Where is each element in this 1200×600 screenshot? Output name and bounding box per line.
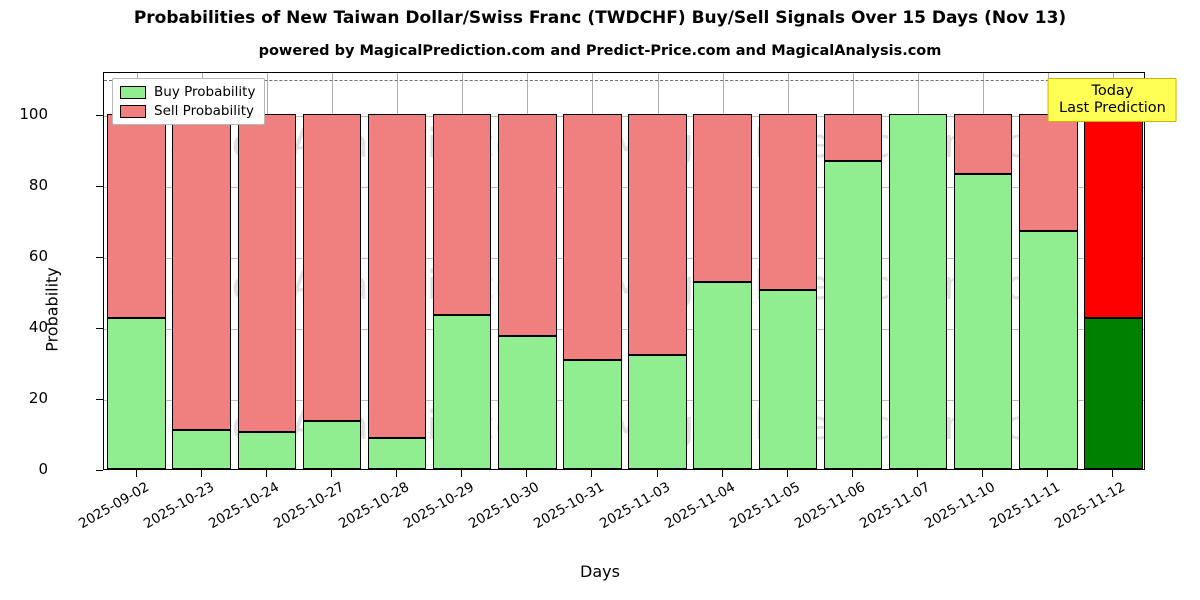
- x-tick-mark: [396, 470, 398, 477]
- bar-segment-buy[interactable]: [888, 113, 948, 469]
- bar-segment-sell[interactable]: [302, 113, 362, 422]
- bar-group[interactable]: [823, 73, 883, 469]
- bar-group[interactable]: [367, 73, 427, 469]
- bar-segment-buy[interactable]: [237, 432, 297, 469]
- legend-label-buy: Buy Probability: [154, 84, 256, 100]
- gridline-horizontal: [104, 186, 1144, 188]
- bar-segment-sell[interactable]: [237, 113, 297, 433]
- legend-item-sell: Sell Probability: [120, 103, 255, 119]
- x-tick-mark: [852, 470, 854, 477]
- bar-segment-buy[interactable]: [107, 317, 166, 469]
- y-tick-label: 60: [28, 246, 48, 265]
- bar-segment-sell[interactable]: [628, 113, 687, 356]
- bar-group[interactable]: [1019, 73, 1078, 469]
- bar-segment-sell[interactable]: [758, 113, 818, 290]
- bar-segment-buy[interactable]: [1019, 230, 1078, 469]
- bar-group[interactable]: [172, 73, 231, 469]
- bar-segment-buy[interactable]: [563, 360, 622, 469]
- y-tick-label: 0: [38, 460, 48, 478]
- bar-segment-sell[interactable]: [172, 113, 231, 430]
- bar-segment-buy[interactable]: [302, 421, 362, 469]
- bar-segment-sell[interactable]: [367, 113, 427, 438]
- chart-subtitle: powered by MagicalPrediction.com and Pre…: [258, 43, 942, 59]
- gridline-horizontal: [104, 399, 1144, 401]
- bar-segment-buy[interactable]: [367, 437, 427, 469]
- bar-group[interactable]: [953, 73, 1013, 469]
- y-tick-label: 80: [28, 175, 48, 194]
- bar-segment-buy[interactable]: [758, 289, 818, 469]
- y-tick-label: 20: [28, 388, 48, 407]
- legend-swatch-sell: [120, 104, 146, 118]
- reference-line: [104, 80, 1144, 82]
- y-axis-label: Probability: [42, 267, 62, 352]
- gridline-horizontal: [104, 115, 1144, 117]
- bar-segment-sell[interactable]: [823, 113, 883, 161]
- x-tick-mark: [201, 470, 203, 477]
- bar-segment-sell[interactable]: [693, 113, 752, 282]
- y-tick-mark: [96, 399, 103, 401]
- plot-area: MagicalAnalysis.comMagicalPrediction.com…: [103, 72, 1145, 470]
- x-tick-mark: [787, 470, 789, 477]
- x-tick-mark: [461, 470, 463, 477]
- x-tick-mark: [722, 470, 724, 477]
- bar-segment-sell[interactable]: [1019, 113, 1078, 231]
- today-annotation-line2: Last Prediction: [1059, 99, 1166, 116]
- bar-segment-buy[interactable]: [953, 173, 1013, 469]
- bar-group[interactable]: [498, 73, 557, 469]
- bar-segment-buy[interactable]: [823, 160, 883, 469]
- bar-segment-sell[interactable]: [498, 113, 557, 336]
- bar-group[interactable]: [432, 73, 492, 469]
- bar-segment-sell[interactable]: [563, 113, 622, 361]
- y-tick-label: 40: [28, 317, 48, 336]
- bar-segment-buy[interactable]: [693, 281, 752, 469]
- y-tick-mark: [96, 257, 103, 259]
- x-tick-mark: [136, 470, 138, 477]
- bar-group[interactable]: [693, 73, 752, 469]
- gridline-horizontal: [104, 257, 1144, 259]
- bar-group[interactable]: [628, 73, 687, 469]
- chart-title: Probabilities of New Taiwan Dollar/Swiss…: [133, 8, 1067, 28]
- x-tick-mark: [591, 470, 593, 477]
- x-tick-mark: [982, 470, 984, 477]
- x-tick-mark: [526, 470, 528, 477]
- legend-swatch-buy: [120, 85, 146, 99]
- bar-segment-sell[interactable]: [432, 113, 492, 315]
- bar-segment-buy[interactable]: [172, 429, 231, 469]
- bars-layer: [104, 73, 1144, 469]
- bar-group[interactable]: [107, 73, 166, 469]
- y-tick-label: 100: [19, 104, 48, 123]
- bar-group[interactable]: [237, 73, 297, 469]
- bar-segment-buy[interactable]: [432, 314, 492, 469]
- bar-segment-buy[interactable]: [1084, 317, 1143, 469]
- x-tick-mark: [1047, 470, 1049, 477]
- x-axis-label: Days: [580, 562, 620, 581]
- x-tick-mark: [331, 470, 333, 477]
- bar-group[interactable]: [758, 73, 818, 469]
- bar-group[interactable]: [888, 73, 948, 469]
- bar-segment-buy[interactable]: [628, 355, 687, 469]
- bar-segment-sell[interactable]: [1084, 113, 1143, 318]
- y-tick-mark: [96, 328, 103, 330]
- bar-group[interactable]: [563, 73, 622, 469]
- x-tick-mark: [1112, 470, 1114, 477]
- y-tick-mark: [96, 186, 103, 188]
- legend-label-sell: Sell Probability: [154, 103, 255, 119]
- bar-group[interactable]: [1084, 73, 1143, 469]
- today-annotation-line1: Today: [1091, 83, 1134, 99]
- gridline-horizontal: [104, 328, 1144, 330]
- legend: Buy Probability Sell Probability: [112, 78, 266, 125]
- bar-group[interactable]: [302, 73, 362, 469]
- y-tick-mark: [96, 115, 103, 117]
- bar-segment-sell[interactable]: [107, 113, 166, 318]
- x-tick-mark: [917, 470, 919, 477]
- bar-segment-sell[interactable]: [953, 113, 1013, 174]
- x-tick-mark: [657, 470, 659, 477]
- today-annotation: Today Last Prediction: [1048, 78, 1177, 123]
- x-tick-mark: [266, 470, 268, 477]
- bar-segment-buy[interactable]: [498, 335, 557, 469]
- legend-item-buy: Buy Probability: [120, 84, 255, 100]
- y-tick-mark: [96, 470, 103, 472]
